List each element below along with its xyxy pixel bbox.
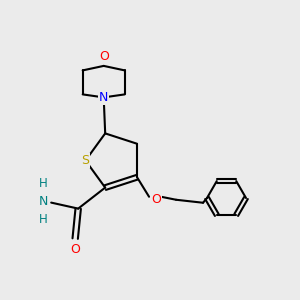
Text: N: N xyxy=(39,195,48,208)
Text: O: O xyxy=(70,243,80,256)
Text: O: O xyxy=(152,193,161,206)
Text: S: S xyxy=(82,154,89,167)
Text: O: O xyxy=(99,50,109,63)
Text: H: H xyxy=(39,213,48,226)
Text: N: N xyxy=(99,91,108,104)
Text: H: H xyxy=(39,177,48,190)
